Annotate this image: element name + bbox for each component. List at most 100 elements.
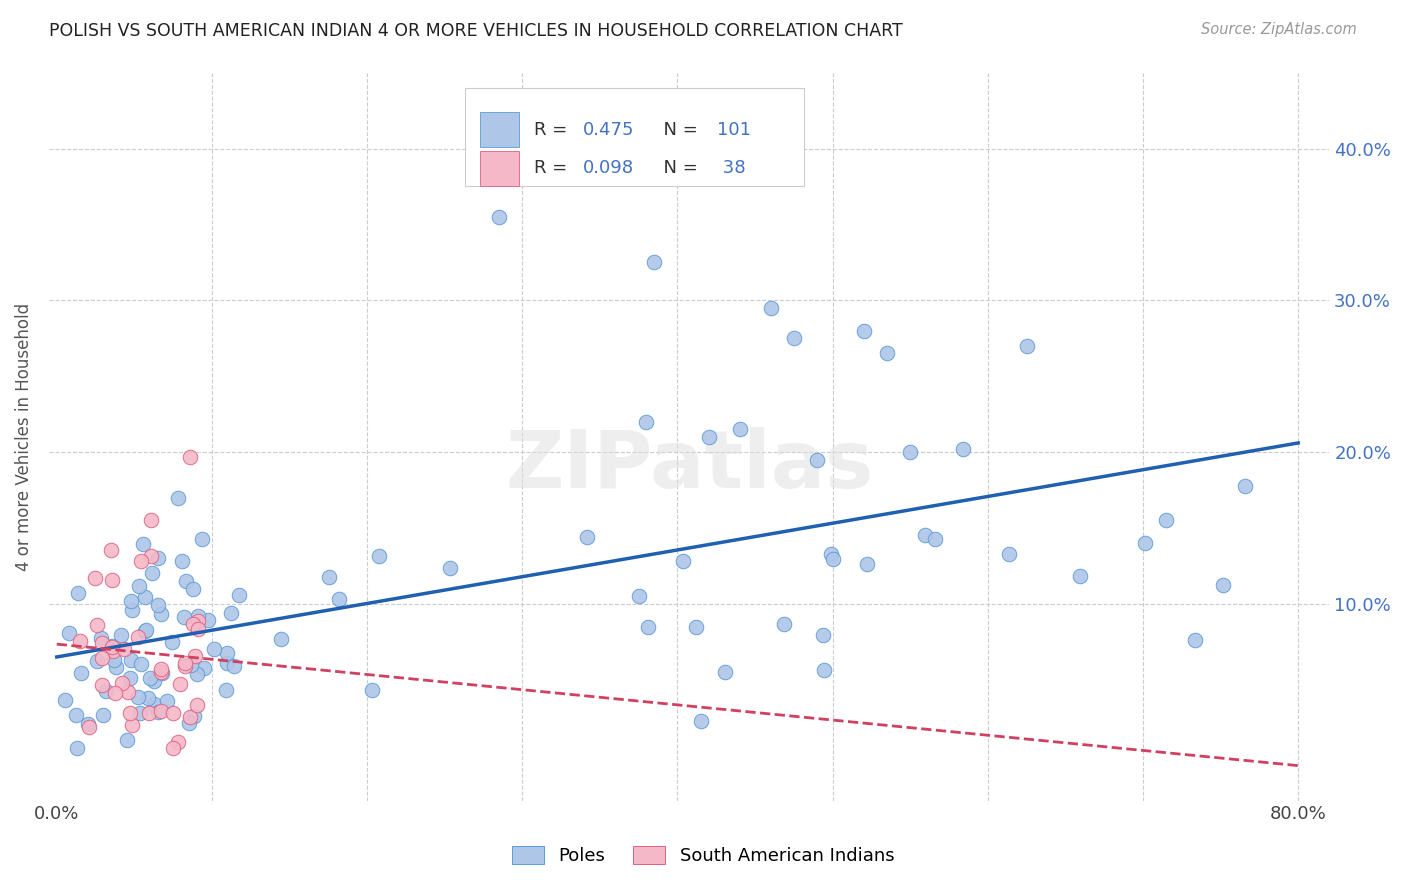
Point	[179, 450, 201, 464]
Point	[86, 654, 108, 668]
Point	[855, 558, 877, 572]
Point	[141, 566, 163, 580]
Point	[162, 706, 184, 721]
Point	[120, 594, 142, 608]
Point	[167, 735, 190, 749]
Point	[637, 620, 659, 634]
Point	[149, 665, 172, 679]
Point	[215, 657, 238, 671]
Point	[127, 630, 149, 644]
Point	[193, 661, 215, 675]
Point	[685, 620, 707, 634]
Point	[58, 625, 80, 640]
Point	[636, 415, 658, 429]
Point	[222, 658, 245, 673]
Point	[643, 255, 665, 269]
Point	[67, 585, 90, 599]
Point	[197, 613, 219, 627]
Point	[852, 324, 875, 338]
Point	[149, 704, 172, 718]
Point	[1069, 569, 1091, 583]
Point	[180, 658, 202, 673]
Point	[215, 682, 238, 697]
Point	[103, 653, 125, 667]
Point	[1015, 339, 1038, 353]
Point	[924, 532, 946, 546]
Point	[134, 624, 156, 639]
Point	[876, 346, 898, 360]
Legend: Poles, South American Indians: Poles, South American Indians	[505, 838, 901, 872]
Point	[104, 660, 127, 674]
Point	[361, 682, 384, 697]
Point	[190, 532, 212, 546]
Point	[672, 554, 695, 568]
Point	[146, 706, 169, 720]
Point	[488, 210, 510, 224]
Point	[117, 732, 139, 747]
Point	[627, 589, 650, 603]
Point	[575, 530, 598, 544]
Point	[77, 717, 100, 731]
Point	[156, 694, 179, 708]
Point	[112, 642, 135, 657]
Point	[328, 591, 350, 606]
Point	[90, 678, 112, 692]
Point	[813, 663, 835, 677]
Point	[270, 632, 292, 646]
Point	[170, 554, 193, 568]
Point	[811, 628, 834, 642]
Point	[952, 442, 974, 456]
Text: Source: ZipAtlas.com: Source: ZipAtlas.com	[1201, 22, 1357, 37]
Point	[118, 706, 141, 720]
Point	[118, 671, 141, 685]
Point	[69, 634, 91, 648]
Point	[173, 656, 195, 670]
Point	[138, 706, 160, 720]
Point	[146, 550, 169, 565]
Point	[728, 422, 751, 436]
Point	[219, 606, 242, 620]
Point	[1135, 536, 1157, 550]
Point	[759, 301, 782, 315]
Point	[91, 651, 114, 665]
Point	[215, 646, 238, 660]
Point	[228, 588, 250, 602]
Point	[820, 548, 842, 562]
Point	[142, 673, 165, 688]
Point	[806, 452, 828, 467]
Point	[110, 628, 132, 642]
Point	[162, 740, 184, 755]
Text: N =: N =	[652, 159, 703, 178]
FancyBboxPatch shape	[481, 151, 519, 186]
Point	[169, 677, 191, 691]
Point	[121, 603, 143, 617]
Text: ZIPatlas: ZIPatlas	[505, 427, 873, 505]
Point	[150, 665, 173, 680]
Point	[117, 685, 139, 699]
Point	[202, 642, 225, 657]
Point	[100, 640, 122, 655]
Point	[160, 634, 183, 648]
Point	[141, 513, 163, 527]
Point	[173, 609, 195, 624]
Point	[318, 570, 340, 584]
Text: 0.475: 0.475	[583, 120, 634, 139]
Point	[998, 547, 1021, 561]
Point	[914, 528, 936, 542]
Point	[146, 598, 169, 612]
Point	[1184, 633, 1206, 648]
Point	[1234, 479, 1257, 493]
Point	[94, 684, 117, 698]
Point	[121, 718, 143, 732]
Point	[135, 623, 157, 637]
Point	[66, 740, 89, 755]
Point	[186, 667, 208, 681]
Point	[184, 648, 207, 663]
Point	[53, 693, 76, 707]
Point	[1154, 513, 1177, 527]
FancyBboxPatch shape	[465, 87, 804, 186]
Point	[127, 690, 149, 704]
Point	[1212, 578, 1234, 592]
Point	[120, 653, 142, 667]
Point	[139, 549, 162, 564]
